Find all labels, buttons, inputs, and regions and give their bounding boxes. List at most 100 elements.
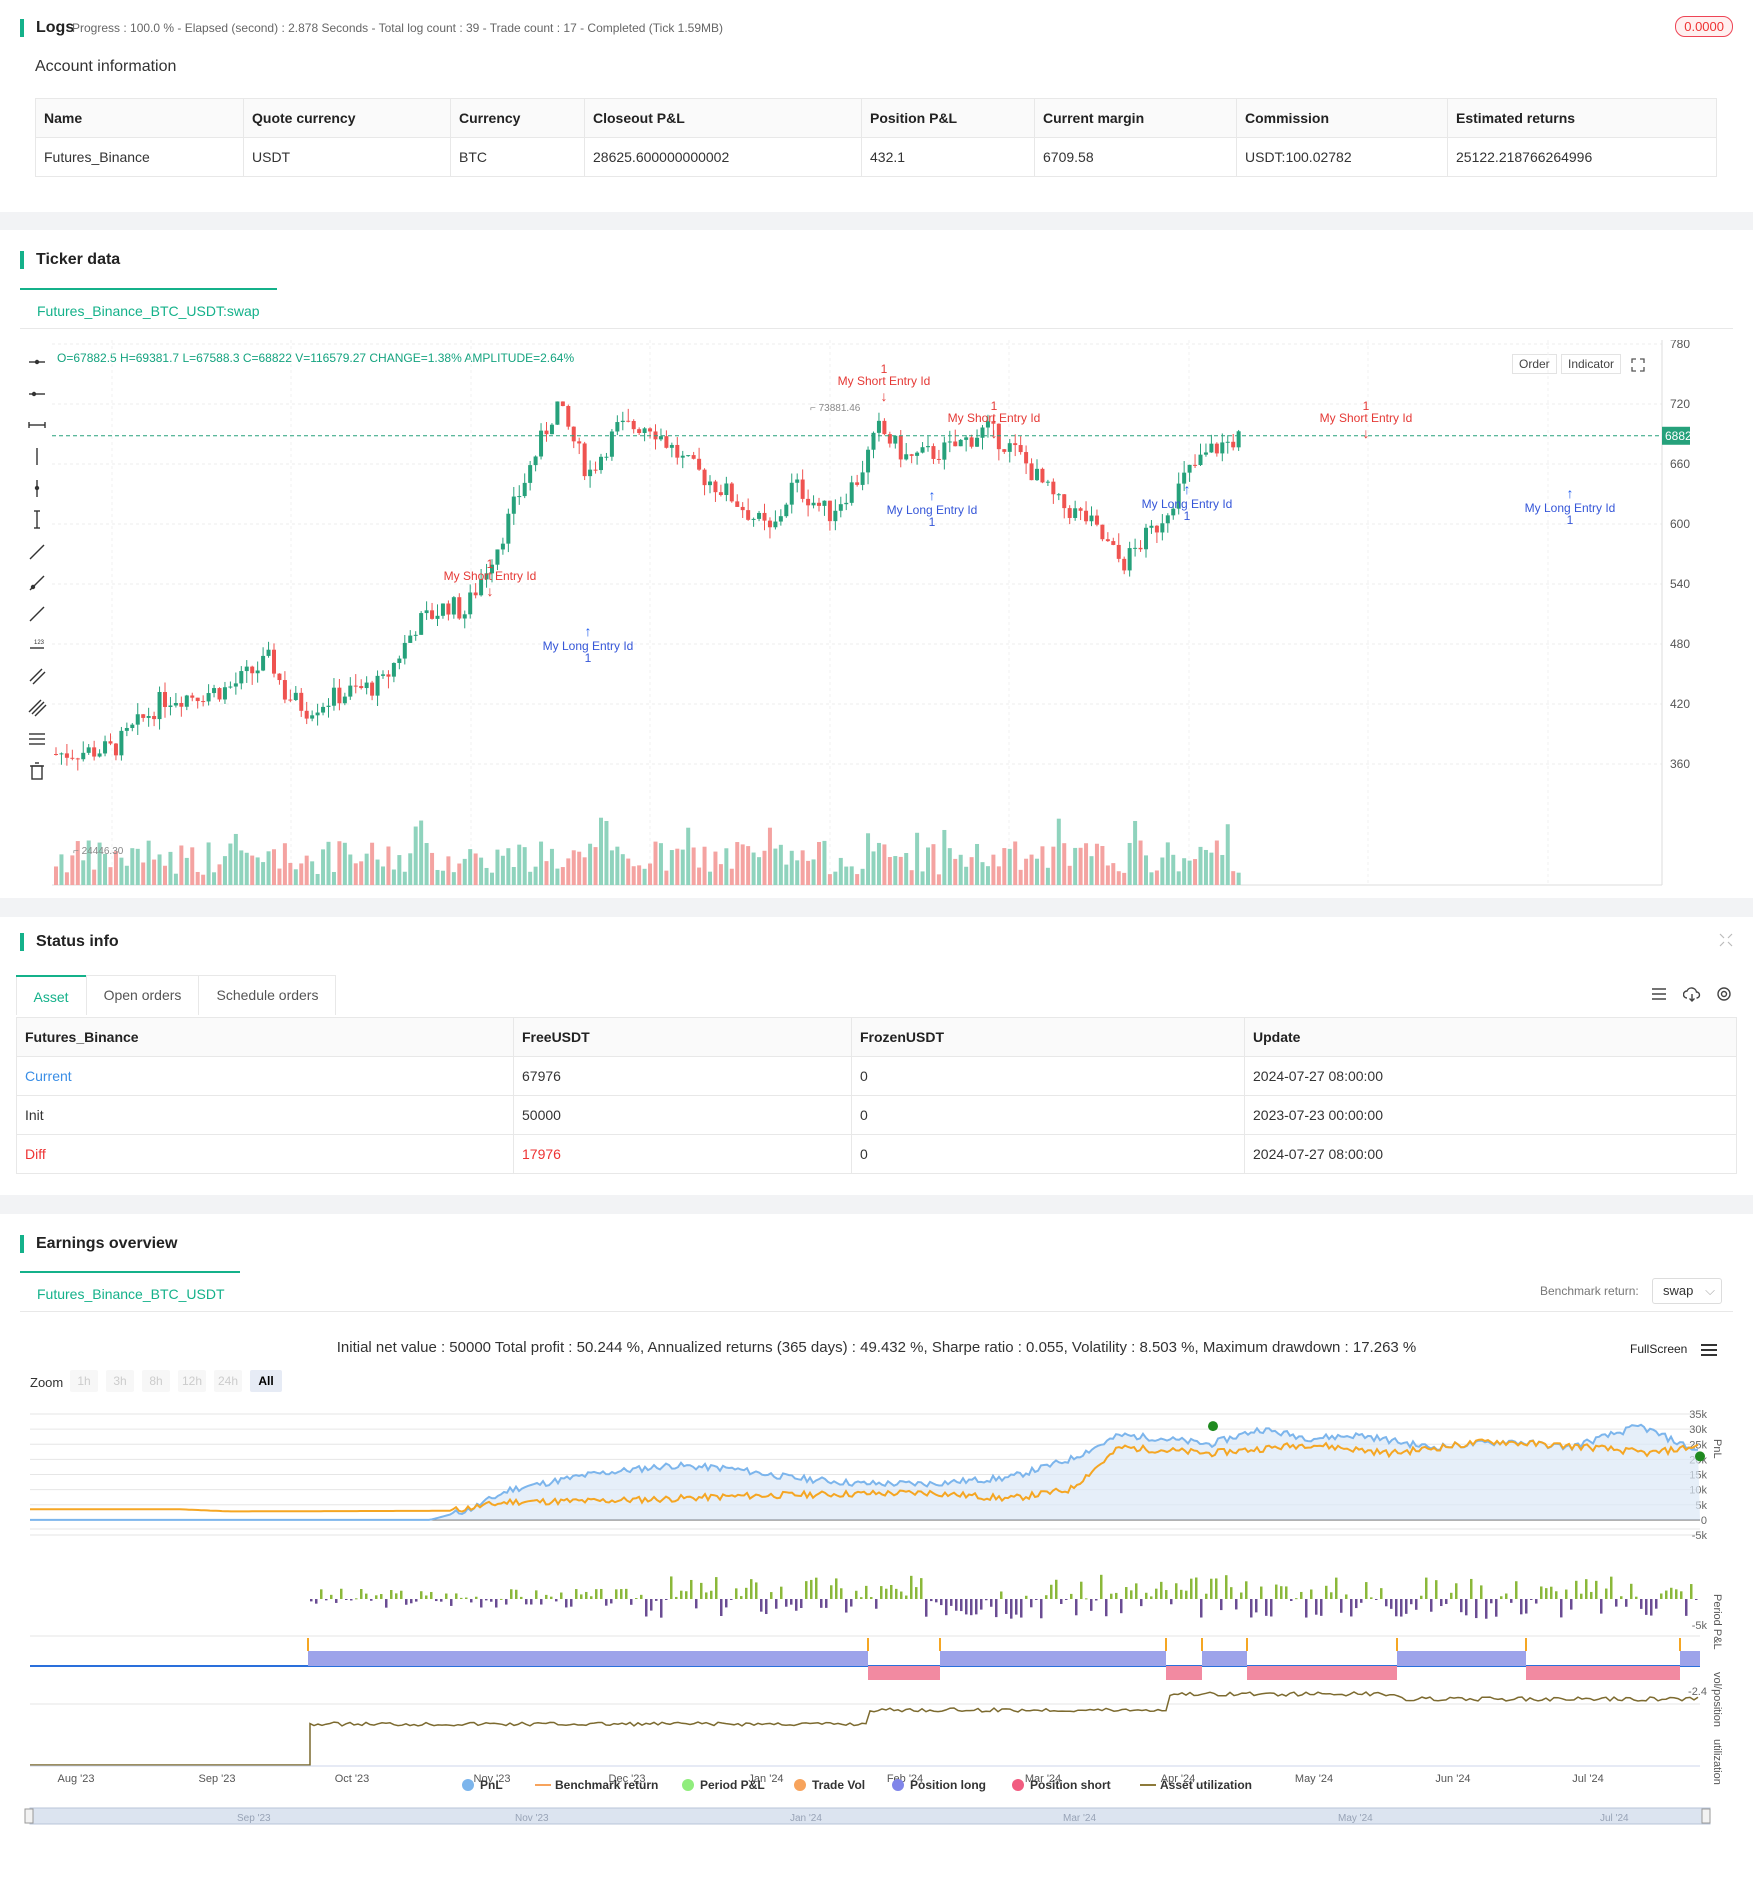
- legend-item[interactable]: Period P&L: [700, 1778, 765, 1792]
- settings-icon[interactable]: [1716, 986, 1732, 1002]
- period-pnl-bar: [1575, 1580, 1578, 1599]
- candlestick-chart[interactable]: 78000.00 72000.00 66000.00 60000.00 54000.00…: [50, 340, 1690, 890]
- volume-bar: [811, 859, 816, 885]
- candle: [544, 430, 549, 435]
- fibonacci-icon[interactable]: [29, 733, 45, 745]
- period-pnl-bar: [370, 1599, 373, 1601]
- candle: [648, 428, 653, 432]
- period-pnl-bar: [470, 1599, 473, 1603]
- earnings-chart[interactable]: 35k30k25k20k15k10k5k0-5k-5k-2.4PnLPeriod…: [0, 1394, 1753, 1894]
- candle: [1002, 449, 1007, 452]
- candle: [1067, 508, 1072, 518]
- volume-bar: [419, 820, 424, 885]
- candle: [680, 455, 685, 458]
- volume-bar: [713, 851, 718, 885]
- candle: [217, 688, 222, 700]
- position-short-bar: [1247, 1666, 1397, 1680]
- horizontal-line-icon[interactable]: [29, 359, 45, 365]
- navigator-track[interactable]: [29, 1807, 1711, 1825]
- cell: 0: [851, 1095, 1245, 1135]
- candle: [446, 603, 451, 615]
- volume-bar: [59, 854, 64, 885]
- candle: [849, 482, 854, 503]
- period-pnl-bar: [1035, 1599, 1038, 1600]
- fullscreen-button[interactable]: FullScreen: [1630, 1342, 1688, 1356]
- volume-bar: [1127, 842, 1132, 885]
- cell: 67976: [513, 1056, 852, 1096]
- candle: [1225, 441, 1230, 443]
- period-pnl-bar: [1585, 1579, 1588, 1599]
- zoom-1h[interactable]: 1h: [70, 1370, 98, 1392]
- zoom-all[interactable]: All: [250, 1370, 282, 1392]
- ray-icon[interactable]: [29, 575, 45, 591]
- tab-ticker-symbol[interactable]: Futures_Binance_BTC_USDT:swap: [20, 288, 277, 328]
- volume-bar: [1203, 849, 1208, 885]
- volume-bar: [702, 846, 707, 885]
- collapse-icon[interactable]: [1719, 933, 1733, 947]
- period-pnl-bar: [1640, 1599, 1643, 1609]
- period-pnl-bar: [335, 1599, 338, 1603]
- list-icon[interactable]: [1651, 986, 1667, 1002]
- navigator-handle-right[interactable]: [1701, 1808, 1711, 1824]
- volume-bar: [484, 867, 489, 885]
- period-pnl-bar: [1300, 1591, 1303, 1599]
- legend-item[interactable]: Benchmark return: [555, 1778, 658, 1792]
- row-label-current[interactable]: Current: [16, 1056, 514, 1096]
- cloud-download-icon[interactable]: [1683, 986, 1701, 1002]
- tab-asset[interactable]: Asset: [16, 975, 86, 1015]
- zoom-12h[interactable]: 12h: [178, 1370, 206, 1392]
- period-pnl-bar: [1320, 1599, 1323, 1616]
- vertical-ray-icon[interactable]: [34, 480, 40, 497]
- candle: [964, 437, 969, 440]
- tab-underline: [20, 1311, 1733, 1312]
- period-pnl-bar: [905, 1595, 908, 1599]
- extended-line-icon[interactable]: [28, 422, 46, 428]
- period-pnl-bar: [500, 1598, 503, 1600]
- legend-item[interactable]: Position long: [910, 1778, 986, 1792]
- period-pnl-bar: [565, 1599, 568, 1608]
- legend-item[interactable]: PnL: [480, 1778, 503, 1792]
- legend-item[interactable]: Trade Vol: [812, 1778, 865, 1792]
- period-pnl-bar: [1405, 1599, 1408, 1614]
- candle: [985, 421, 990, 428]
- horizontal-ray-icon[interactable]: [29, 391, 45, 397]
- candle: [184, 695, 189, 707]
- cell: USDT:100.02782: [1236, 137, 1448, 177]
- order-button[interactable]: Order: [1512, 354, 1557, 374]
- volume-bar: [871, 851, 876, 885]
- tab-open-orders[interactable]: Open orders: [86, 975, 198, 1015]
- volume-bar: [113, 851, 118, 885]
- legend-item[interactable]: Position short: [1030, 1778, 1111, 1792]
- account-title: Account information: [35, 58, 177, 75]
- zoom-24h[interactable]: 24h: [214, 1370, 242, 1392]
- cell: 2024-07-27 08:00:00: [1244, 1134, 1737, 1174]
- indicator-button[interactable]: Indicator: [1561, 354, 1622, 374]
- fib-channel-icon[interactable]: [28, 699, 47, 717]
- vertical-segment-icon[interactable]: [34, 510, 40, 529]
- trash-icon[interactable]: [30, 762, 44, 780]
- trend-line-icon[interactable]: [29, 544, 45, 560]
- zoom-3h[interactable]: 3h: [106, 1370, 134, 1392]
- last-marker: [1695, 1451, 1705, 1462]
- menu-icon[interactable]: [1701, 1343, 1717, 1357]
- volume-bar: [806, 860, 811, 885]
- volume-bar: [495, 849, 500, 885]
- price-label-icon[interactable]: 123: [30, 640, 45, 649]
- benchmark-select[interactable]: swap ⌵: [1652, 1278, 1722, 1304]
- parallel-channel-icon[interactable]: [29, 668, 46, 685]
- period-pnl-bar: [970, 1599, 973, 1616]
- tab-schedule-orders[interactable]: Schedule orders: [198, 975, 336, 1015]
- y-tick-label: 54000.00: [1670, 577, 1690, 591]
- expand-icon[interactable]: [1631, 358, 1645, 372]
- period-pnl-bar: [785, 1599, 788, 1607]
- tab-earnings-symbol[interactable]: Futures_Binance_BTC_USDT: [20, 1271, 240, 1311]
- navigator-handle-left[interactable]: [24, 1808, 34, 1824]
- candle: [255, 670, 260, 674]
- zoom-8h[interactable]: 8h: [142, 1370, 170, 1392]
- period-pnl-bar: [1625, 1599, 1628, 1607]
- period-pnl-bar: [1545, 1588, 1548, 1599]
- volume-bar: [936, 874, 941, 885]
- volume-bar: [451, 872, 456, 885]
- legend-item[interactable]: Asset utilization: [1160, 1778, 1252, 1792]
- arrow-line-icon[interactable]: [29, 606, 45, 622]
